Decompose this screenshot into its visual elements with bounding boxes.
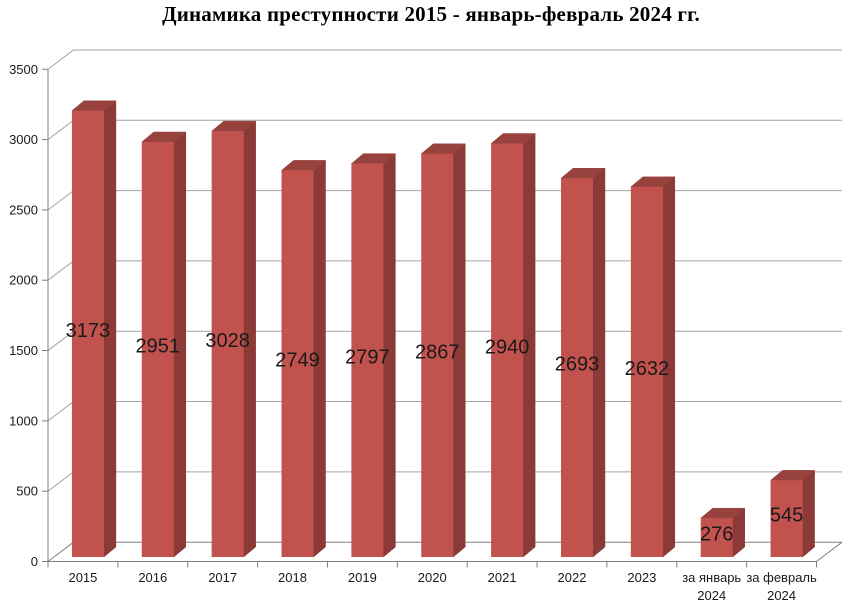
bars — [71, 100, 816, 558]
x-tick-label: 2023 — [627, 570, 656, 585]
x-axis-labels: 2015 2016 2017 2018 2019 2020 2021 2022 2023 за я… — [68, 570, 817, 603]
x-tick-label: 2017 — [208, 570, 237, 585]
data-label: 2749 — [275, 350, 320, 372]
data-label: 2797 — [345, 346, 390, 368]
bar-side-face — [802, 469, 815, 558]
bar-front-face — [211, 131, 244, 557]
bar-front-face — [630, 186, 663, 558]
y-tick-label: 2500 — [9, 202, 38, 217]
data-label: 3028 — [205, 330, 250, 352]
bar-2018 — [280, 159, 327, 558]
bar-front-face — [560, 178, 593, 558]
y-tick-label: 1500 — [9, 343, 38, 358]
bar-front-face — [71, 110, 104, 558]
data-label: 3173 — [66, 320, 111, 342]
data-label: 276 — [700, 524, 733, 546]
bar-2019 — [350, 153, 397, 558]
bar-front-face — [770, 480, 803, 557]
y-tick-label: 2000 — [9, 273, 38, 288]
bar-2020 — [420, 143, 466, 558]
bar-front-face — [491, 143, 524, 557]
chart-title: Динамика преступности 2015 - январь-февр… — [162, 2, 700, 26]
data-label: 2940 — [485, 336, 530, 358]
x-tick-label: 2020 — [418, 570, 447, 585]
data-label: 545 — [770, 505, 803, 527]
x-tick-label: 2021 — [488, 570, 517, 585]
bar-за-февраль-2024 — [769, 469, 816, 558]
bar-2023 — [630, 176, 676, 558]
x-tick-label: 2019 — [348, 570, 377, 585]
data-label: 2632 — [625, 358, 670, 380]
y-tick-label: 3500 — [9, 62, 38, 77]
bar-2017 — [210, 120, 257, 558]
bar-front-face — [141, 141, 174, 557]
data-label: 2693 — [555, 354, 600, 376]
bar-2015 — [71, 100, 117, 558]
x-tick-label: 2015 — [68, 570, 97, 585]
bar-front-face — [421, 153, 454, 557]
data-label: 2867 — [415, 341, 460, 363]
data-labels: 3173 2951 3028 2749 2797 2867 2940 2693 2632 276 5… — [66, 320, 804, 546]
bar-2016 — [141, 131, 187, 558]
axes — [42, 68, 817, 568]
bar-front-face — [281, 170, 314, 557]
bar-2021 — [490, 132, 536, 558]
x-tick-label: 2022 — [558, 570, 587, 585]
y-tick-label: 1000 — [9, 413, 38, 428]
x-tick-label: 2018 — [278, 570, 307, 585]
y-axis-labels: 0 500 1000 1500 2000 2500 3000 3500 — [9, 62, 38, 569]
x-tick-label: 2016 — [138, 570, 167, 585]
bar-2022 — [560, 167, 606, 558]
x-tick-label: за январь 2024 — [682, 570, 741, 603]
bar-front-face — [351, 163, 384, 557]
y-tick-label: 0 — [31, 554, 38, 569]
bar-за-январь-2024 — [700, 507, 746, 558]
y-tick-label: 3000 — [9, 132, 38, 147]
data-label: 2951 — [136, 335, 181, 357]
y-tick-label: 500 — [16, 484, 38, 499]
bar-front-face — [700, 518, 733, 557]
x-tick-label: за февраль 2024 — [746, 570, 817, 603]
